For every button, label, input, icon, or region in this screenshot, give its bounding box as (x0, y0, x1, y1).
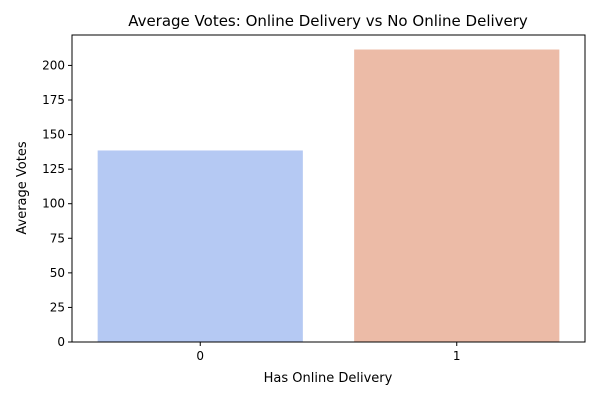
bar-0 (97, 150, 303, 342)
y-tick-label: 200 (42, 58, 65, 72)
x-axis-label: Has Online Delivery (264, 371, 393, 386)
bars-group (97, 49, 560, 343)
y-tick-label: 150 (42, 128, 65, 142)
chart-title: Average Votes: Online Delivery vs No Onl… (128, 12, 528, 30)
y-axis-label: Average Votes (15, 141, 30, 234)
y-tick-label: 100 (42, 197, 65, 211)
plot-frame (71, 34, 586, 343)
y-tick-label: 125 (42, 162, 65, 176)
x-tick-label: 0 (196, 349, 204, 363)
bar-1 (354, 49, 560, 343)
y-tick-label: 175 (42, 93, 65, 107)
y-tick-label: 75 (50, 231, 65, 245)
y-tick-label: 25 (50, 300, 65, 314)
x-tick-label: 1 (453, 349, 461, 363)
y-tick-label: 0 (57, 335, 65, 349)
y-axis-ticks: 0 25 50 75 100 125 150 175 200 (42, 58, 72, 349)
y-tick-label: 50 (50, 266, 65, 280)
